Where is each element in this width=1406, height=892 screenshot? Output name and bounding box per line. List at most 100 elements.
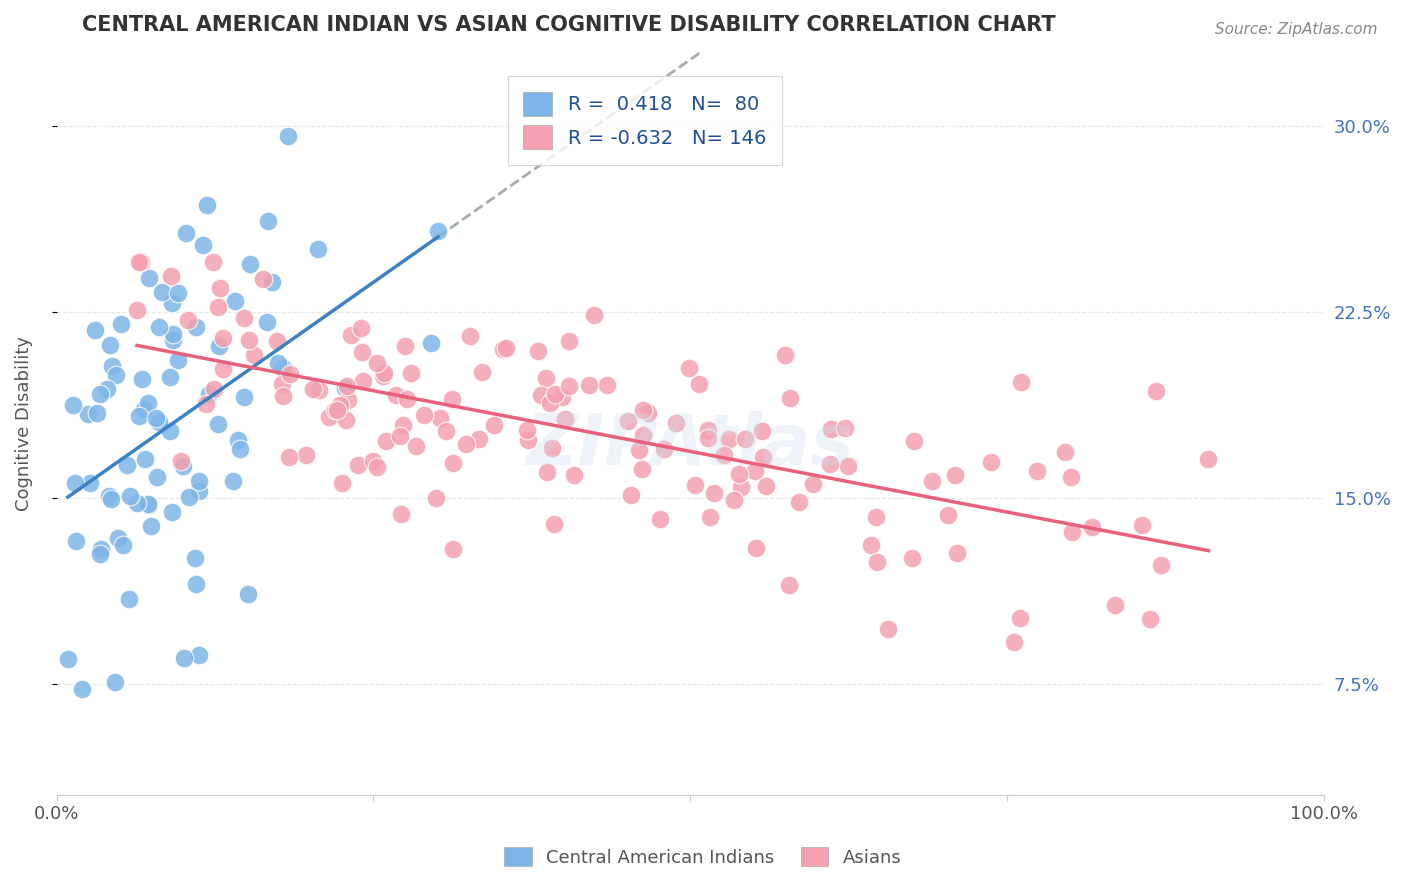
Point <box>665 417 688 431</box>
Point <box>374 434 396 448</box>
Point <box>755 478 778 492</box>
Point <box>678 361 700 376</box>
Point <box>865 555 887 569</box>
Point <box>1139 612 1161 626</box>
Point <box>89 386 111 401</box>
Point <box>198 387 221 401</box>
Point <box>734 432 756 446</box>
Point <box>434 424 457 438</box>
Point <box>148 319 170 334</box>
Point <box>1198 452 1220 467</box>
Point <box>943 468 966 483</box>
Point <box>136 497 159 511</box>
Point <box>271 360 294 375</box>
Point <box>323 402 346 417</box>
Point <box>631 427 654 442</box>
Text: ZIPAtlas: ZIPAtlas <box>526 411 855 480</box>
Point <box>195 198 218 212</box>
Point <box>730 480 752 494</box>
Point <box>427 224 450 238</box>
Point <box>188 483 211 498</box>
Point <box>233 390 256 404</box>
Point <box>339 328 361 343</box>
Point <box>129 255 152 269</box>
Point <box>703 486 725 500</box>
Point <box>713 448 735 462</box>
Point <box>617 414 640 428</box>
Point <box>1144 384 1167 399</box>
Point <box>277 129 299 144</box>
Point <box>138 271 160 285</box>
Point <box>865 509 887 524</box>
Point <box>688 377 710 392</box>
Point <box>162 326 184 341</box>
Point <box>699 509 721 524</box>
Point <box>96 382 118 396</box>
Point <box>467 432 489 446</box>
Point <box>138 498 160 512</box>
Point <box>859 538 882 552</box>
Point <box>260 275 283 289</box>
Point <box>65 534 87 549</box>
Point <box>1060 470 1083 484</box>
Point <box>373 367 395 381</box>
Point <box>115 458 138 472</box>
Point <box>495 341 517 355</box>
Point <box>1002 634 1025 648</box>
Point <box>307 242 329 256</box>
Point <box>128 255 150 269</box>
Point <box>145 411 167 425</box>
Point <box>118 591 141 606</box>
Point <box>751 450 773 465</box>
Point <box>128 409 150 424</box>
Point <box>456 437 478 451</box>
Point <box>256 315 278 329</box>
Point <box>696 423 718 437</box>
Point <box>118 489 141 503</box>
Point <box>440 392 463 407</box>
Point <box>70 682 93 697</box>
Point <box>946 546 969 560</box>
Point <box>425 491 447 505</box>
Point <box>170 454 193 468</box>
Point <box>337 392 360 407</box>
Point <box>366 356 388 370</box>
Point <box>492 342 515 356</box>
Point <box>394 339 416 353</box>
Point <box>717 432 740 446</box>
Point <box>564 467 586 482</box>
Point <box>159 424 181 438</box>
Point <box>224 293 246 308</box>
Point <box>1062 524 1084 539</box>
Point <box>333 381 356 395</box>
Point <box>837 459 859 474</box>
Point <box>789 495 811 509</box>
Point <box>538 396 561 410</box>
Point <box>131 371 153 385</box>
Point <box>252 272 274 286</box>
Point <box>1010 611 1032 625</box>
Point <box>238 257 260 271</box>
Point <box>1026 464 1049 478</box>
Point <box>366 459 388 474</box>
Point <box>191 238 214 252</box>
Point <box>534 371 557 385</box>
Point <box>335 413 357 427</box>
Point <box>1010 375 1032 389</box>
Point <box>541 441 564 455</box>
Point <box>65 476 87 491</box>
Point <box>228 433 250 447</box>
Point <box>385 388 408 402</box>
Point <box>174 226 197 240</box>
Point <box>361 454 384 468</box>
Point <box>184 551 207 566</box>
Point <box>266 334 288 348</box>
Point <box>188 474 211 488</box>
Point <box>1104 598 1126 612</box>
Point <box>631 461 654 475</box>
Point <box>233 310 256 325</box>
Point <box>628 443 651 458</box>
Point <box>620 487 643 501</box>
Point <box>134 401 156 416</box>
Point <box>696 431 718 445</box>
